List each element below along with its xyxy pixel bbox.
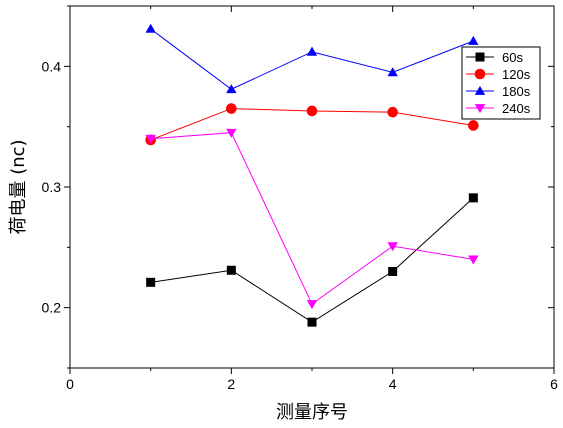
legend-label: 120s xyxy=(502,67,531,82)
data-point xyxy=(307,317,317,327)
x-tick-label: 2 xyxy=(227,376,235,392)
y-tick-label: 0.4 xyxy=(42,58,62,74)
data-point xyxy=(388,266,398,276)
legend-marker xyxy=(474,104,486,114)
data-point xyxy=(387,242,398,252)
y-axis: 0.2 0.3 0.4 xyxy=(42,5,554,369)
legend-marker xyxy=(474,68,486,80)
legend-label: 240s xyxy=(502,101,531,116)
x-tick-label: 4 xyxy=(389,376,397,392)
legend-marker xyxy=(475,52,485,62)
series-line xyxy=(150,28,474,90)
x-axis-title: 测量序号 xyxy=(276,402,348,423)
data-point xyxy=(146,277,156,287)
series-line xyxy=(150,132,474,305)
data-point xyxy=(387,67,398,77)
data-point xyxy=(226,84,237,94)
y-tick-label: 0.3 xyxy=(42,179,62,195)
legend-box xyxy=(461,46,541,120)
x-tick-label: 6 xyxy=(550,376,558,392)
data-point xyxy=(145,134,156,144)
y-axis-title: 荷电量 (nc) xyxy=(8,139,29,234)
data-point xyxy=(468,193,478,203)
series-layer xyxy=(145,23,479,327)
x-tick-label: 0 xyxy=(66,376,74,392)
data-point xyxy=(387,106,398,118)
data-point xyxy=(468,255,479,265)
series-1 xyxy=(145,103,479,146)
data-point xyxy=(226,103,237,114)
y-tick-label: 0.2 xyxy=(42,300,62,316)
series-2 xyxy=(145,23,479,94)
data-point xyxy=(306,46,318,56)
legend-label: 60s xyxy=(502,50,523,65)
data-point xyxy=(468,120,479,131)
data-point xyxy=(306,300,318,310)
data-point xyxy=(226,128,237,138)
legend-label: 180s xyxy=(502,84,531,99)
data-point xyxy=(145,23,156,33)
data-point xyxy=(306,105,318,117)
series-3 xyxy=(145,128,479,310)
legend-marker xyxy=(474,85,486,95)
series-0 xyxy=(146,193,478,327)
data-point xyxy=(468,35,479,45)
x-axis: 0 2 4 6 xyxy=(66,6,558,392)
legend: 60s 120s 180s 240s xyxy=(461,46,541,120)
data-point xyxy=(226,265,236,275)
